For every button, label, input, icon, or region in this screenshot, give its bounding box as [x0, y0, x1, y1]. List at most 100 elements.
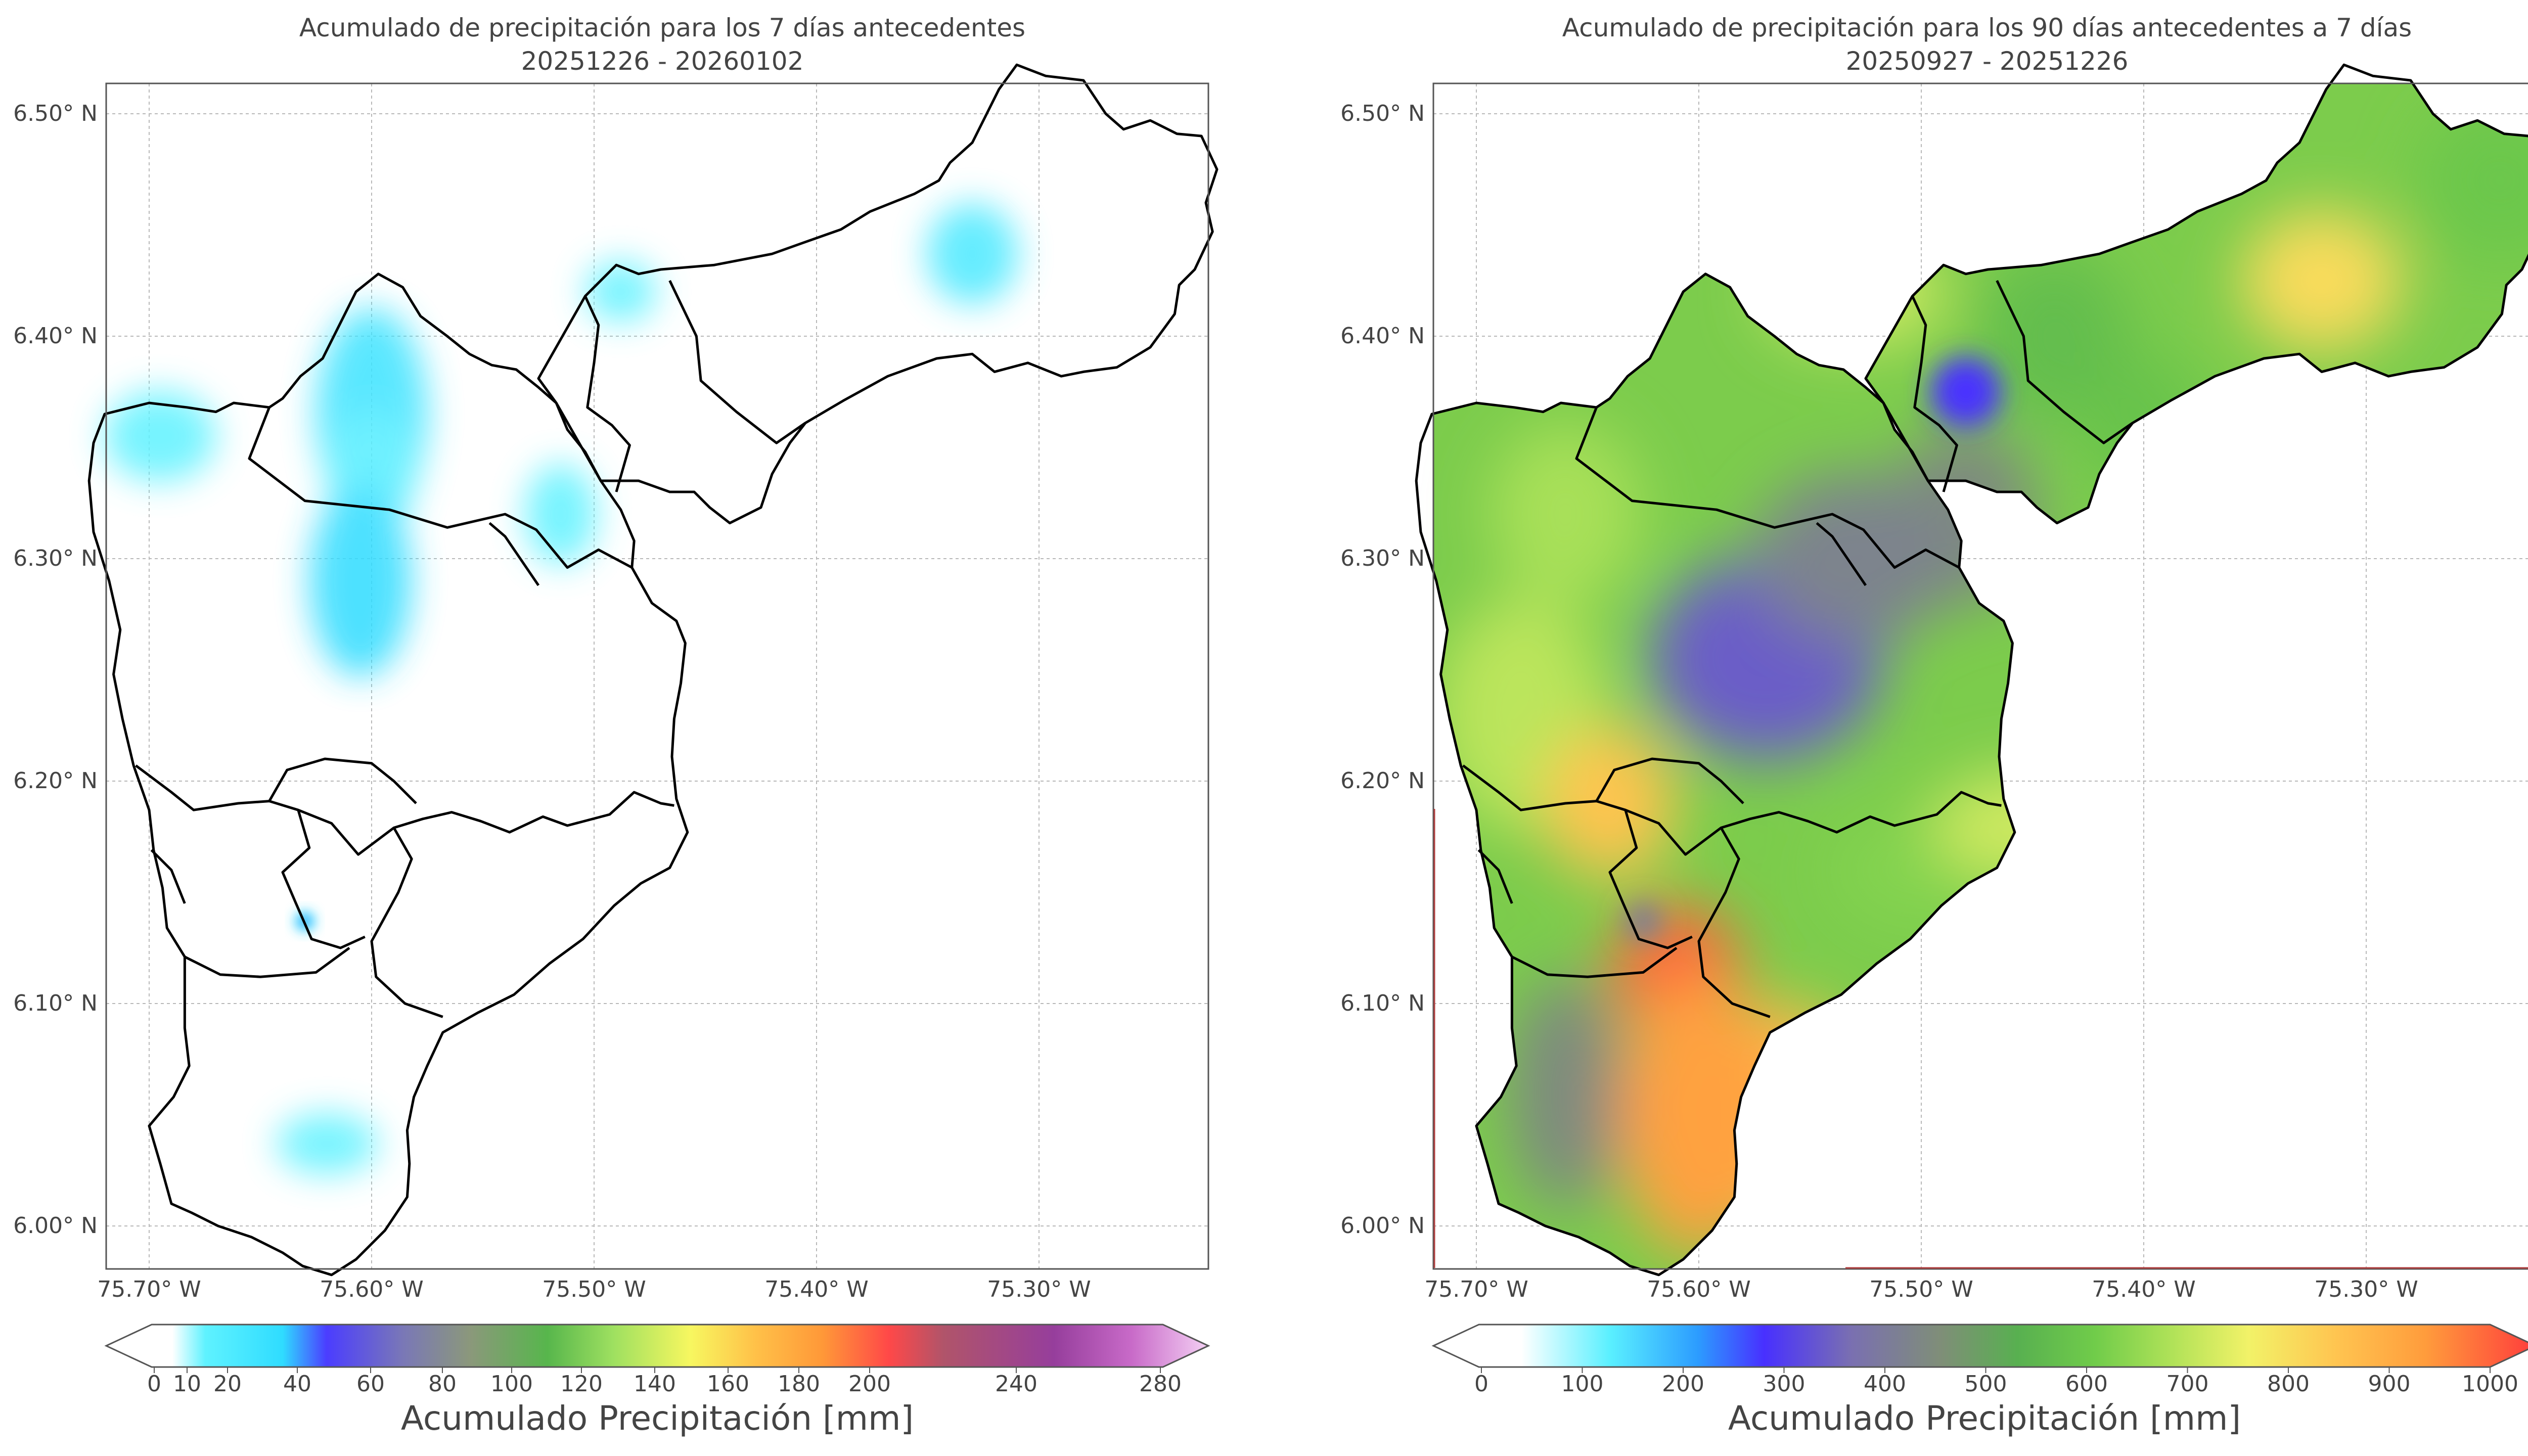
rain-blob — [1979, 250, 2131, 422]
colorbar-tick-label: 500 — [1965, 1371, 2007, 1397]
map-left-x-ticks: 75.70° W 75.60° W 75.50° W 75.40° W 75.3… — [97, 1277, 1091, 1302]
rain-blob — [2241, 210, 2403, 351]
municipal-boundary — [1462, 764, 2002, 856]
map-right-municipal-boundaries — [1415, 63, 2528, 1277]
x-tick-label: 75.40° W — [2092, 1277, 2195, 1302]
x-tick-label: 75.70° W — [97, 1277, 201, 1302]
municipal-boundary — [1911, 295, 1958, 492]
map-right-colorbar: 0 100 200 300 400 500 600 700 800 900 1000 Acumula… — [1431, 1324, 2528, 1438]
rain-blob — [105, 391, 216, 482]
colorbar-tick-label: 280 — [1139, 1371, 1182, 1397]
colorbar-tick-label: 140 — [634, 1371, 676, 1397]
municipal-boundary — [281, 809, 366, 949]
municipal-boundary — [184, 946, 350, 978]
map-right-title-line2: 20250927 - 20251226 — [1846, 47, 2129, 76]
map-left-title-line1: Acumulado de precipitación para los 7 dí… — [299, 13, 1025, 42]
colorbar-tick-label: 10 — [173, 1371, 201, 1397]
map-left-municipal-boundaries — [87, 63, 1218, 1277]
y-tick-label: 6.40° N — [13, 323, 98, 349]
map-left-y-ticks: 6.50° N 6.40° N 6.30° N 6.20° N 6.10° N … — [13, 101, 98, 1239]
municipal-boundary — [150, 849, 186, 904]
colorbar-tick-label: 400 — [1864, 1371, 1906, 1397]
rain-blob — [1930, 356, 2001, 427]
x-tick-label: 75.30° W — [987, 1277, 1091, 1302]
y-tick-label: 6.30° N — [13, 545, 98, 571]
map-left-frame — [105, 82, 1209, 1270]
rain-blob — [1931, 770, 2134, 881]
map-right-frame — [1432, 82, 2528, 1270]
colorbar-title: Acumulado Precipitación [mm] — [401, 1399, 914, 1438]
municipal-boundary — [1816, 522, 1867, 586]
rain-blob — [277, 1113, 378, 1174]
municipal-boundary — [668, 280, 806, 444]
municipal-boundary — [584, 295, 631, 492]
municipal-boundary — [1864, 63, 2528, 525]
colorbar-tick-label: 200 — [848, 1371, 891, 1397]
colorbar-tick-label: 40 — [283, 1371, 311, 1397]
colorbar-tick-label: 600 — [2065, 1371, 2108, 1397]
colorbar-tick-label: 180 — [778, 1371, 820, 1397]
y-tick-label: 6.20° N — [1340, 768, 1425, 794]
rain-blob — [525, 464, 596, 565]
y-tick-label: 6.00° N — [13, 1213, 98, 1239]
municipal-boundary — [268, 757, 417, 804]
colorbar-tick-label: 900 — [2368, 1371, 2411, 1397]
map-left-gridlines — [106, 83, 1208, 1269]
municipal-boundary — [248, 406, 633, 569]
colorbar-tick-label: 700 — [2166, 1371, 2209, 1397]
colorbar-tick-label: 160 — [707, 1371, 749, 1397]
colorbar-tick-label: 0 — [1474, 1371, 1488, 1397]
x-tick-label: 75.60° W — [1647, 1277, 1750, 1302]
municipal-boundary — [1608, 809, 1693, 949]
map-right: Acumulado de precipitación para los 90 d… — [1340, 13, 2528, 1438]
municipal-boundary — [1595, 757, 1744, 804]
colorbar-tick-label: 100 — [1561, 1371, 1604, 1397]
x-tick-label: 75.60° W — [320, 1277, 423, 1302]
colorbar-tick-label: 800 — [2267, 1371, 2310, 1397]
map-right-title-line1: Acumulado de precipitación para los 90 d… — [1562, 13, 2412, 42]
rain-blob — [1753, 473, 1956, 645]
rain-blob — [1618, 973, 1780, 1256]
colorbar-tick-label: 20 — [213, 1371, 242, 1397]
x-tick-label: 75.70° W — [1424, 1277, 1528, 1302]
colorbar-title: Acumulado Precipitación [mm] — [1728, 1399, 2241, 1438]
colorbar-tick-label: 100 — [490, 1371, 533, 1397]
colorbar-bar — [104, 1324, 1210, 1368]
rain-blob — [1544, 727, 1676, 879]
map-left-colorbar: 0 10 20 40 60 80 100 120 140 160 180 200 240 280 Acum… — [104, 1324, 1210, 1438]
municipal-boundary — [488, 522, 540, 586]
municipal-boundary — [1477, 849, 1513, 904]
municipal-boundary — [1575, 406, 1960, 569]
y-tick-label: 6.10° N — [13, 990, 98, 1016]
colorbar-tick-label: 80 — [428, 1371, 457, 1397]
colorbar-tick-label: 120 — [560, 1371, 603, 1397]
colorbar-tick-label: 240 — [995, 1371, 1037, 1397]
y-tick-label: 6.20° N — [13, 768, 98, 794]
y-tick-label: 6.50° N — [13, 101, 98, 126]
map-left-title-line2: 20251226 - 20260102 — [521, 47, 804, 76]
y-tick-label: 6.30° N — [1340, 545, 1425, 571]
x-tick-label: 75.30° W — [2314, 1277, 2418, 1302]
rain-blob — [2419, 100, 2528, 261]
municipal-boundary — [537, 63, 1218, 525]
colorbar-tick-label: 200 — [1662, 1371, 1704, 1397]
rain-blob — [585, 261, 656, 322]
y-tick-label: 6.50° N — [1340, 101, 1425, 126]
municipal-boundary — [1415, 272, 2016, 1277]
municipal-boundary — [370, 827, 443, 1018]
x-tick-label: 75.40° W — [764, 1277, 868, 1302]
colorbar-tick-label: 300 — [1763, 1371, 1805, 1397]
rain-blob — [310, 485, 411, 677]
municipal-boundary — [1511, 946, 1678, 978]
map-left-rain-field — [105, 203, 1018, 1174]
map-right-rain-field — [1433, 83, 2528, 1269]
map-left: Acumulado de precipitación para los 7 dí… — [13, 13, 1218, 1438]
map-right-y-ticks: 6.50° N 6.40° N 6.30° N 6.20° N 6.10° N … — [1340, 101, 1425, 1239]
rain-blob — [1510, 976, 1621, 1209]
map-right-x-ticks: 75.70° W 75.60° W 75.50° W 75.40° W 75.3… — [1424, 1277, 2418, 1302]
x-tick-label: 75.50° W — [1869, 1277, 1973, 1302]
colorbar-bar — [1431, 1324, 2528, 1368]
municipal-boundary — [1996, 280, 2134, 444]
colorbar-tick-label: 60 — [356, 1371, 385, 1397]
